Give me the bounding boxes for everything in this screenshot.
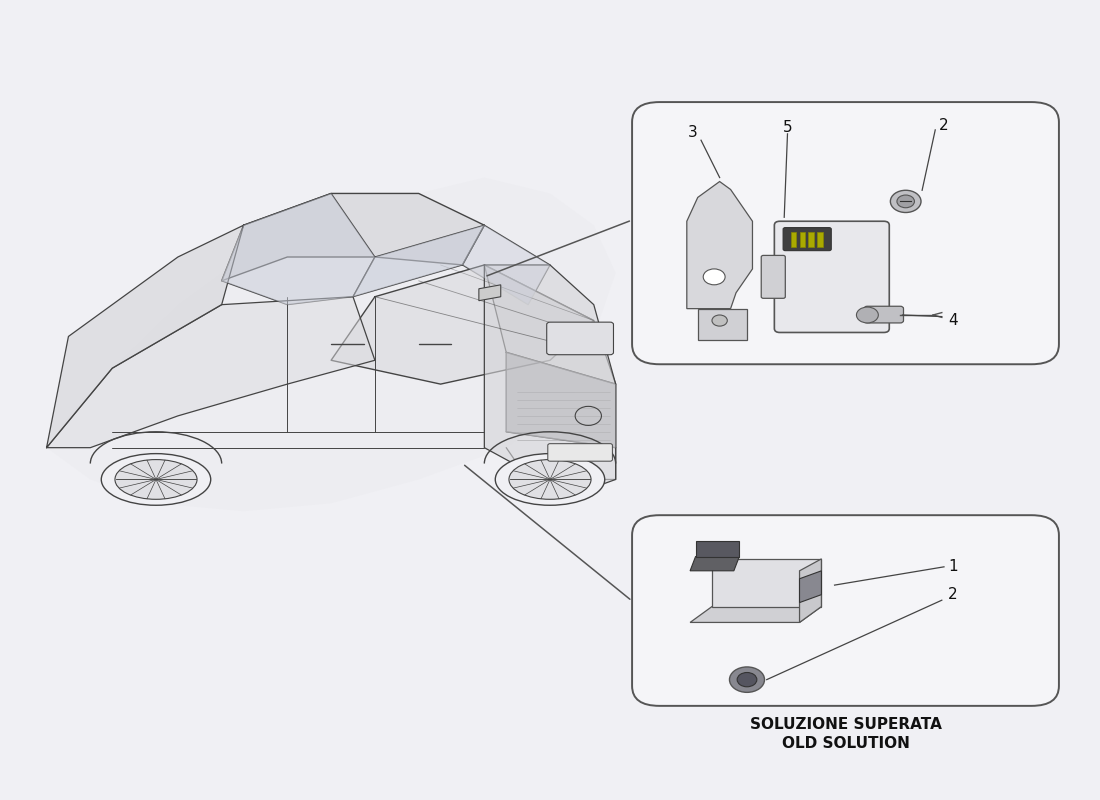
Bar (800, 231, 805, 247)
Polygon shape (686, 182, 752, 309)
FancyBboxPatch shape (632, 515, 1059, 706)
FancyBboxPatch shape (761, 255, 785, 298)
FancyBboxPatch shape (783, 228, 832, 250)
Polygon shape (695, 541, 739, 557)
Circle shape (703, 269, 725, 285)
Polygon shape (462, 226, 550, 305)
Text: 5: 5 (783, 120, 792, 135)
Ellipse shape (509, 459, 591, 499)
Text: 1: 1 (948, 559, 958, 574)
Polygon shape (712, 559, 822, 606)
Text: 4: 4 (948, 313, 958, 328)
Polygon shape (800, 571, 822, 602)
Circle shape (890, 190, 921, 213)
Polygon shape (222, 194, 375, 305)
Polygon shape (484, 265, 616, 384)
Text: 2: 2 (939, 118, 949, 134)
Text: 2: 2 (948, 587, 958, 602)
Polygon shape (800, 559, 822, 622)
Text: SOLUZIONE SUPERATA: SOLUZIONE SUPERATA (749, 717, 942, 732)
Bar (817, 231, 823, 247)
Bar (791, 231, 796, 247)
Text: OLD SOLUTION: OLD SOLUTION (782, 736, 910, 750)
FancyBboxPatch shape (547, 322, 614, 354)
Polygon shape (331, 265, 594, 384)
Polygon shape (697, 309, 747, 341)
Polygon shape (46, 178, 616, 511)
FancyBboxPatch shape (865, 306, 903, 323)
Polygon shape (690, 606, 822, 622)
Polygon shape (478, 285, 500, 301)
Polygon shape (506, 352, 616, 448)
Polygon shape (46, 297, 375, 448)
FancyBboxPatch shape (632, 102, 1059, 364)
FancyBboxPatch shape (774, 222, 889, 333)
Polygon shape (222, 194, 484, 281)
Ellipse shape (116, 459, 197, 499)
Circle shape (729, 667, 764, 692)
Ellipse shape (495, 454, 605, 506)
Circle shape (712, 315, 727, 326)
Text: 3: 3 (688, 125, 697, 140)
FancyBboxPatch shape (548, 444, 613, 461)
Ellipse shape (101, 454, 211, 506)
Circle shape (896, 195, 914, 208)
Polygon shape (353, 226, 484, 297)
Bar (808, 231, 814, 247)
Circle shape (857, 307, 878, 323)
Polygon shape (484, 265, 616, 495)
Polygon shape (46, 226, 243, 448)
Polygon shape (690, 557, 739, 571)
Circle shape (737, 673, 757, 686)
